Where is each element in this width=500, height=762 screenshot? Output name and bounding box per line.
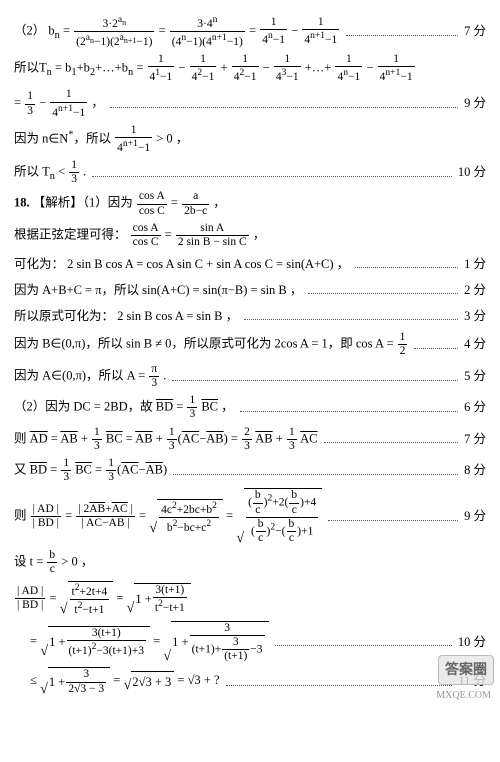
line-content: 根据正弦定理可得： cos Acos C = sin A2 sin B − si…: [14, 222, 265, 249]
line-content: 因为 B∈(0,π)，所以 sin B ≠ 0，所以原式可化为 2cos A =…: [14, 331, 408, 358]
solution-line: ≤ √1 + 32√3 − 3 = √2√3 + 3 = √3 + ? 11 分: [14, 667, 486, 695]
score-label: 3 分: [464, 306, 486, 327]
line-content: 18. 【解析】（1）因为 cos Acos C = a2b−c ，: [14, 190, 226, 217]
line-content: 可化为： 2 sin B cos A = cos A sin C + sin A…: [14, 254, 349, 275]
score-label: 9 分: [464, 506, 486, 527]
dot-leader: [275, 638, 452, 647]
solution-line: 则 | AD || BD | = | 2AB+AC || AC−AB | = √…: [14, 488, 486, 545]
score-label: 11 分: [458, 671, 486, 692]
solution-line: 又 BD = 13 BC = 13(AC−AB) 8 分: [14, 457, 486, 484]
line-content: 因为 n∈N*，所以 14n+1−1 > 0 ，: [14, 124, 188, 155]
dot-leader: [346, 27, 458, 36]
line-content: ≤ √1 + 32√3 − 3 = √2√3 + 3 = √3 + ?: [30, 667, 220, 695]
solution-line: = √1 + 3(t+1)(t+1)2−3(t+1)+3 = √1 + 3(t+…: [14, 621, 486, 664]
dot-leader: [414, 341, 458, 350]
score-label: 7 分: [464, 21, 486, 42]
solution-line: （2）因为 DC = 2BD，故 BD = 13 BC ， 6 分: [14, 394, 486, 421]
solution-line: 则 AD = AB + 13 BC = AB + 13(AC−AB) = 23 …: [14, 426, 486, 453]
solution-line: 设 t = bc > 0 ，: [14, 549, 486, 576]
solution-line: 根据正弦定理可得： cos Acos C = sin A2 sin B − si…: [14, 222, 486, 249]
line-content: 因为 A+B+C = π，所以 sin(A+C) = sin(π−B) = si…: [14, 280, 302, 301]
line-content: 设 t = bc > 0 ，: [14, 549, 93, 576]
dot-leader: [226, 677, 453, 686]
dot-leader: [110, 100, 458, 109]
score-label: 2 分: [464, 280, 486, 301]
line-content: 则 AD = AB + 13 BC = AB + 13(AC−AB) = 23 …: [14, 426, 318, 453]
line-content: 所以Tn = b1+b2+…+bn = 141−1 − 142−1 + 142−…: [14, 53, 416, 84]
dot-leader: [328, 513, 458, 522]
score-label: 7 分: [464, 429, 486, 450]
dot-leader: [92, 168, 452, 177]
solution-line: 所以Tn = b1+b2+…+bn = 141−1 − 142−1 + 142−…: [14, 53, 486, 84]
solution-line: （2） bn = 3·2an(2an−1)(2an+1−1) = 3·4n(4n…: [14, 14, 486, 49]
line-content: 因为 A∈(0,π)，所以 A = π3 .: [14, 363, 166, 390]
dot-leader: [173, 466, 458, 475]
score-label: 8 分: [464, 460, 486, 481]
solution-line: 所以原式可化为： 2 sin B cos A = sin B ， 3 分: [14, 305, 486, 327]
dot-leader: [324, 435, 459, 444]
line-content: 又 BD = 13 BC = 13(AC−AB): [14, 457, 167, 484]
score-label: 4 分: [464, 334, 486, 355]
dot-leader: [355, 260, 458, 269]
line-content: （2） bn = 3·2an(2an−1)(2an+1−1) = 3·4n(4n…: [14, 14, 340, 49]
solution-line: 因为 n∈N*，所以 14n+1−1 > 0 ，: [14, 124, 486, 155]
math-solution-document: （2） bn = 3·2an(2an−1)(2an+1−1) = 3·4n(4n…: [14, 14, 486, 696]
score-label: 6 分: [464, 397, 486, 418]
score-label: 9 分: [464, 93, 486, 114]
line-content: （2）因为 DC = 2BD，故 BD = 13 BC ，: [14, 394, 234, 421]
solution-line: 因为 A∈(0,π)，所以 A = π3 . 5 分: [14, 363, 486, 390]
line-content: 所以 Tn < 13 .: [14, 159, 86, 186]
line-content: = 13 − 14n+1−1 ，: [14, 88, 104, 119]
line-content: 所以原式可化为： 2 sin B cos A = sin B ，: [14, 306, 238, 327]
line-content: | AD || BD | = √t2+2t+4t2−t+1 = √1 + 3(t…: [14, 581, 191, 617]
solution-line: | AD || BD | = √t2+2t+4t2−t+1 = √1 + 3(t…: [14, 581, 486, 617]
score-label: 5 分: [464, 366, 486, 387]
score-label: 1 分: [464, 254, 486, 275]
solution-line: 18. 【解析】（1）因为 cos Acos C = a2b−c ，: [14, 190, 486, 217]
solution-line: = 13 − 14n+1−1 ， 9 分: [14, 88, 486, 119]
dot-leader: [172, 372, 458, 381]
solution-line: 因为 B∈(0,π)，所以 sin B ≠ 0，所以原式可化为 2cos A =…: [14, 331, 486, 358]
dot-leader: [244, 312, 458, 321]
score-label: 10 分: [458, 632, 486, 653]
dot-leader: [240, 404, 458, 413]
solution-line: 可化为： 2 sin B cos A = cos A sin C + sin A…: [14, 253, 486, 275]
line-content: 则 | AD || BD | = | 2AB+AC || AC−AB | = √…: [14, 488, 322, 545]
solution-line: 因为 A+B+C = π，所以 sin(A+C) = sin(π−B) = si…: [14, 279, 486, 301]
solution-line: 所以 Tn < 13 . 10 分: [14, 159, 486, 186]
score-label: 10 分: [458, 162, 486, 183]
dot-leader: [308, 286, 458, 295]
line-content: = √1 + 3(t+1)(t+1)2−3(t+1)+3 = √1 + 3(t+…: [30, 621, 269, 664]
